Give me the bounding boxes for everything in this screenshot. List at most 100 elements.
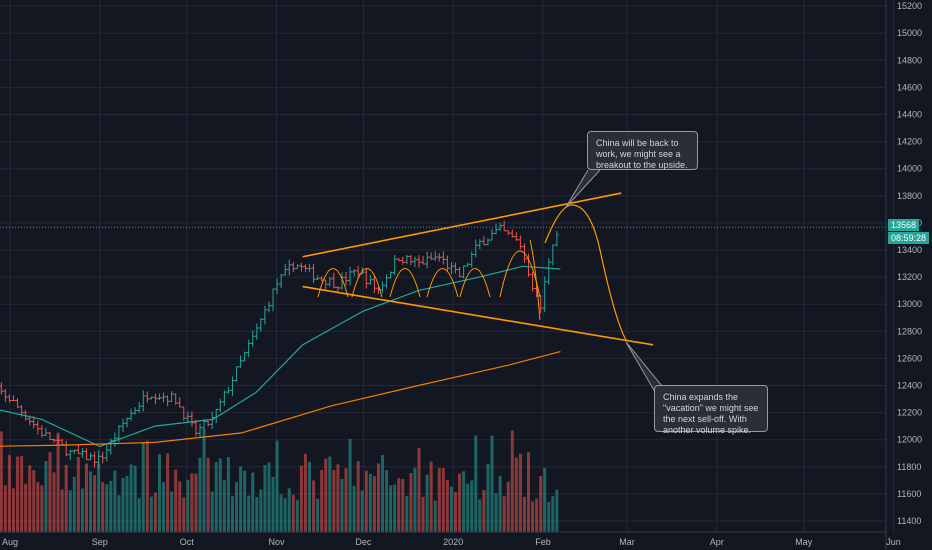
volume-bar xyxy=(348,438,352,532)
volume-bar xyxy=(218,458,222,532)
annotation-breakout[interactable]: China will be back to work, we might see… xyxy=(587,131,698,170)
volume-bar xyxy=(93,475,97,532)
volume-bar xyxy=(514,457,518,532)
volume-bar xyxy=(413,467,417,532)
volume-bar xyxy=(405,495,409,532)
volume-bar xyxy=(287,488,291,532)
y-tick-label: 15000 xyxy=(897,28,922,38)
volume-bar xyxy=(198,457,202,532)
bar-countdown-label: 08:59:28 xyxy=(888,232,930,244)
volume-bar xyxy=(235,482,239,532)
volume-bar xyxy=(28,465,32,532)
ma-fast-line xyxy=(0,265,561,448)
volume-bar xyxy=(247,495,251,532)
volume-bar xyxy=(40,485,44,532)
x-tick-label: Apr xyxy=(710,537,724,547)
volume-bar xyxy=(48,452,52,532)
volume-bar xyxy=(389,485,393,532)
volume-bar xyxy=(202,429,206,532)
volume-bar xyxy=(551,496,555,532)
volume-bar xyxy=(251,472,255,532)
volume-bar xyxy=(539,475,543,532)
volume-bar xyxy=(295,499,299,532)
x-tick-label: Jun xyxy=(886,537,901,547)
x-tick-label: Sep xyxy=(92,537,108,547)
volume-bar xyxy=(385,470,389,532)
volume-bar xyxy=(24,483,28,532)
volume-bars xyxy=(0,429,559,532)
volume-bar xyxy=(312,480,316,532)
volume-bar xyxy=(535,498,539,532)
volume-bar xyxy=(190,473,194,532)
volume-bar xyxy=(178,481,182,532)
volume-bar xyxy=(259,489,263,532)
volume-bar xyxy=(308,461,312,532)
volume-bar xyxy=(291,494,295,532)
volume-bar xyxy=(510,430,514,532)
volume-bar xyxy=(32,470,36,532)
volume-bar xyxy=(421,496,425,532)
volume-bar xyxy=(133,465,137,532)
price-axis[interactable]: 11400 11600 11800 12000 12200 12400 12600 12800… xyxy=(897,1,922,526)
volume-bar xyxy=(506,481,510,532)
x-tick-label: Aug xyxy=(2,537,18,547)
volume-bar xyxy=(454,492,458,532)
volume-bar xyxy=(109,480,113,532)
volume-bar xyxy=(72,476,76,532)
y-tick-label: 12200 xyxy=(897,408,922,418)
trend-drawings xyxy=(302,169,663,393)
volume-bar xyxy=(340,479,344,532)
volume-bar xyxy=(60,489,64,532)
volume-bar xyxy=(182,497,186,532)
volume-bar xyxy=(0,431,3,532)
x-tick-label: Nov xyxy=(268,537,285,547)
volume-bar xyxy=(502,496,506,532)
volume-bar xyxy=(482,490,486,532)
volume-bar xyxy=(157,454,161,532)
y-tick-label: 15200 xyxy=(897,1,922,11)
y-tick-label: 11400 xyxy=(897,516,921,526)
volume-bar xyxy=(7,455,11,532)
projection-curve xyxy=(544,204,627,341)
volume-bar xyxy=(80,488,84,532)
y-tick-label: 13200 xyxy=(897,272,922,282)
y-tick-label: 12600 xyxy=(897,353,922,363)
volume-bar xyxy=(316,498,320,532)
arc-drawing xyxy=(426,268,459,298)
volume-bar xyxy=(494,492,498,532)
candlestick-series xyxy=(0,220,559,469)
volume-bar xyxy=(52,472,56,532)
volume-bar xyxy=(320,470,324,532)
volume-bar xyxy=(328,456,332,532)
volume-bar xyxy=(364,470,368,532)
volume-bar xyxy=(360,490,364,532)
volume-bar xyxy=(466,483,470,532)
volume-bar xyxy=(437,467,441,532)
trendline-lower[interactable] xyxy=(302,285,654,346)
y-tick-label: 12400 xyxy=(897,381,922,391)
x-tick-label: 2020 xyxy=(443,537,463,547)
volume-bar xyxy=(336,464,340,532)
volume-bar xyxy=(84,463,88,532)
volume-bar xyxy=(117,495,121,532)
volume-bar xyxy=(255,496,259,532)
volume-bar xyxy=(352,485,356,532)
y-tick-label: 13400 xyxy=(897,245,922,255)
volume-bar xyxy=(186,480,190,532)
annotation-selloff[interactable]: China expands the "vacation" we might se… xyxy=(654,385,768,435)
volume-bar xyxy=(271,476,275,532)
volume-bar xyxy=(166,453,170,532)
volume-bar xyxy=(376,463,380,532)
arc-drawing xyxy=(351,268,383,298)
y-tick-label: 13800 xyxy=(897,191,922,201)
volume-bar xyxy=(409,473,413,532)
volume-bar xyxy=(372,476,376,532)
volume-bar xyxy=(56,432,60,532)
time-axis[interactable]: Aug Sep Oct Nov Dec 2020 Feb Mar Apr May Jun xyxy=(2,537,901,547)
volume-bar xyxy=(498,475,502,532)
trendline-upper[interactable] xyxy=(302,192,622,258)
volume-bar xyxy=(429,461,433,532)
y-tick-label: 14200 xyxy=(897,137,922,147)
volume-bar xyxy=(332,469,336,532)
